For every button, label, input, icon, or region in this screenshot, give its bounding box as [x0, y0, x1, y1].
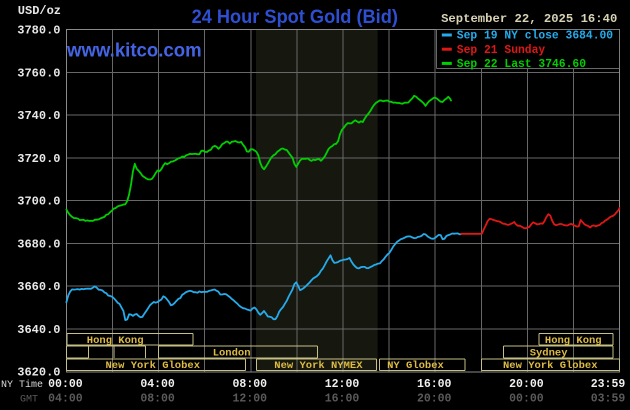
svg-text:Sep 19 NY close 3684.00: Sep 19 NY close 3684.00: [457, 30, 613, 43]
svg-text:20:00: 20:00: [509, 378, 544, 391]
svg-text:New York Globex: New York Globex: [106, 360, 201, 372]
svg-text:12:00: 12:00: [233, 392, 268, 405]
svg-text:Sydney: Sydney: [530, 348, 569, 360]
svg-text:08:00: 08:00: [140, 392, 175, 405]
svg-text:3740.0: 3740.0: [17, 109, 60, 123]
svg-text:Sep 21 Sunday: Sep 21 Sunday: [457, 44, 545, 57]
svg-text:3780.0: 3780.0: [17, 24, 60, 38]
svg-text:20:00: 20:00: [417, 392, 452, 405]
svg-text:London: London: [213, 348, 251, 360]
svg-text:NY Time: NY Time: [1, 379, 43, 391]
svg-text:GMT: GMT: [20, 394, 38, 405]
svg-text:16:00: 16:00: [325, 392, 360, 405]
svg-text:New York NYMEX: New York NYMEX: [274, 360, 363, 372]
svg-text:04:00: 04:00: [140, 378, 175, 391]
svg-text:3700.0: 3700.0: [17, 195, 60, 209]
svg-text:12:00: 12:00: [325, 378, 360, 391]
svg-text:Sep 22 Last 3746.60: Sep 22 Last 3746.60: [457, 58, 586, 71]
svg-text:00:00: 00:00: [48, 378, 83, 391]
svg-text:3720.0: 3720.0: [17, 152, 60, 166]
svg-text:3660.0: 3660.0: [17, 280, 60, 294]
svg-text:3760.0: 3760.0: [17, 67, 60, 81]
svg-text:www.kitco.com: www.kitco.com: [66, 41, 202, 62]
svg-text:September 22, 2025 16:40: September 22, 2025 16:40: [441, 12, 617, 26]
svg-text:24 Hour Spot Gold (Bid): 24 Hour Spot Gold (Bid): [192, 7, 398, 28]
svg-text:NY Globex: NY Globex: [387, 360, 444, 372]
svg-text:3620.0: 3620.0: [17, 366, 60, 380]
svg-text:New York Globex: New York Globex: [503, 360, 598, 372]
svg-text:Hong Kong: Hong Kong: [87, 335, 144, 347]
svg-text:USD/oz: USD/oz: [18, 4, 61, 18]
svg-text:23:59: 23:59: [591, 378, 626, 391]
svg-text:08:00: 08:00: [233, 378, 268, 391]
svg-text:00:00: 00:00: [509, 392, 544, 405]
svg-text:04:00: 04:00: [48, 392, 83, 405]
svg-text:3640.0: 3640.0: [17, 323, 60, 337]
svg-text:16:00: 16:00: [417, 378, 452, 391]
svg-text:3680.0: 3680.0: [17, 237, 60, 251]
svg-text:Hong Kong: Hong Kong: [545, 335, 602, 347]
svg-text:03:59: 03:59: [591, 392, 626, 405]
